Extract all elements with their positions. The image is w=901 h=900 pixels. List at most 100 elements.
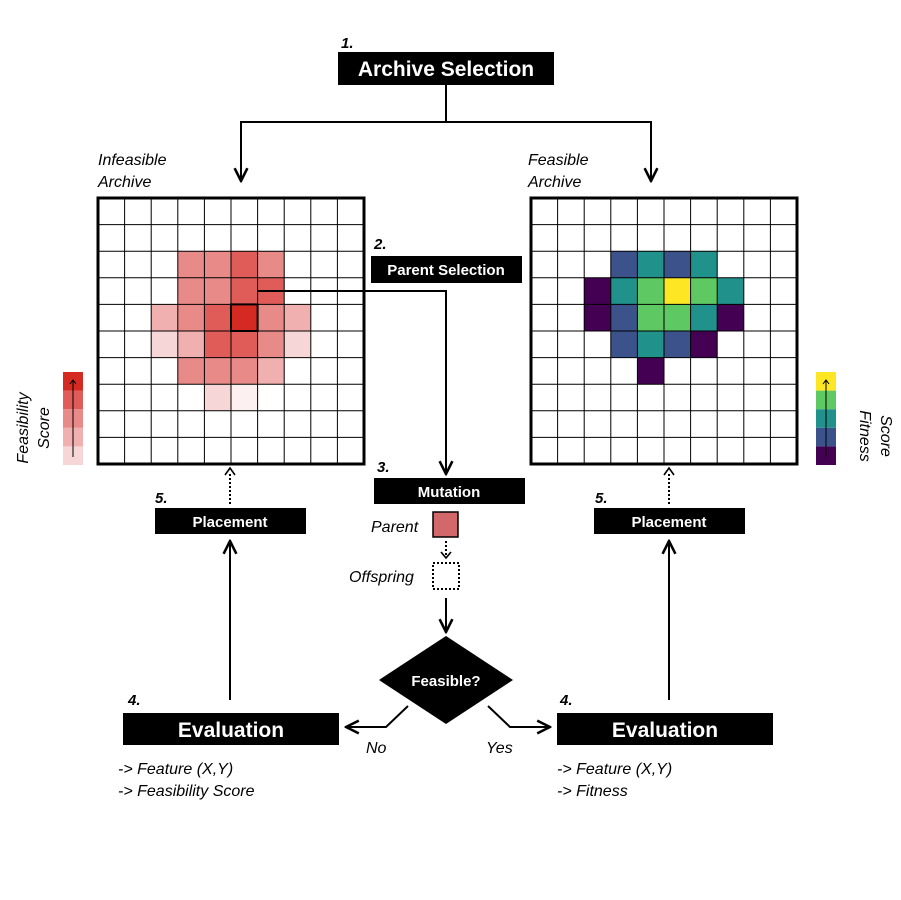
parent-selection-label: Parent Selection	[387, 262, 505, 279]
archive-selection-box: Archive Selection	[338, 52, 554, 85]
infeasible-archive-title-line1: Infeasible	[98, 152, 167, 169]
infeasible-archive-cell	[177, 277, 205, 305]
infeasible-archive-cell	[204, 357, 231, 385]
feasible-archive-cell	[637, 251, 664, 278]
step-5-right-number: 5.	[595, 490, 608, 507]
arrow-yes-branch	[487, 705, 550, 727]
feasible-archive-cell	[610, 251, 638, 278]
decision-label: Feasible?	[411, 673, 480, 690]
infeasible-archive-cell	[177, 304, 205, 331]
arrow-to-infeasible-archive	[241, 85, 447, 181]
feasible-archive-cell	[664, 251, 691, 278]
feasible-archive-cell	[584, 304, 611, 331]
placement-left-box: Placement	[155, 508, 306, 534]
feasible-archive-cell	[717, 277, 744, 305]
infeasible-archive-cell	[204, 304, 231, 331]
no-label: No	[366, 740, 387, 757]
feasible-archive-cell	[664, 304, 691, 331]
infeasible-archive-title-line2: Archive	[97, 174, 151, 191]
step-4-left-number: 4.	[127, 692, 141, 709]
feasible-archive-cell	[664, 331, 691, 358]
parent-selection-box: Parent Selection	[371, 256, 522, 283]
step-4-right-number: 4.	[559, 692, 573, 709]
infeasible-archive-cell	[231, 357, 258, 385]
dotted-arrow-placement-left-head	[224, 466, 236, 476]
evaluation-right-label: Evaluation	[612, 719, 718, 742]
feasible-archive-cell	[664, 277, 691, 305]
infeasible-archive-cell	[257, 331, 285, 358]
yes-label: Yes	[486, 740, 513, 757]
feasible-archive-title-line2: Archive	[527, 174, 581, 191]
feasibility-score-label-line2: Score	[36, 407, 53, 449]
infeasible-archive-cell	[204, 331, 231, 358]
evaluation-left-label: Evaluation	[178, 719, 284, 742]
feasible-archive-cell	[637, 357, 664, 385]
feasible-archive-grid	[529, 196, 799, 466]
step-2-number: 2.	[373, 236, 387, 253]
feasible-archive-cell	[637, 304, 664, 331]
arrow-no-branch	[346, 705, 409, 727]
feasibility-score-scale	[63, 372, 83, 465]
mutation-box: Mutation	[374, 478, 525, 504]
infeasible-archive-cell	[284, 331, 311, 358]
infeasible-archive-cell	[151, 304, 178, 331]
evaluation-right-note-1: -> Feature (X,Y)	[557, 761, 672, 778]
evaluation-right-box: Evaluation	[557, 713, 773, 745]
infeasible-archive-cell	[231, 277, 258, 305]
arrow-to-feasible-archive	[446, 121, 651, 181]
infeasible-archive-cell	[231, 251, 258, 278]
evaluation-right-note-2: -> Fitness	[557, 783, 628, 800]
infeasible-archive-cell	[204, 251, 231, 278]
feasible-archive-cell	[690, 331, 718, 358]
infeasible-archive-cell	[177, 251, 205, 278]
feasible-archive-cell	[690, 277, 718, 305]
parent-swatch	[432, 511, 459, 538]
step-3-number: 3.	[377, 459, 390, 476]
infeasible-archive-grid	[96, 196, 366, 466]
placement-left-label: Placement	[192, 514, 267, 531]
feasible-archive-cell	[610, 331, 638, 358]
dotted-arrow-placement-right-head	[663, 466, 675, 476]
feasible-archive-title-line1: Feasible	[528, 152, 589, 169]
infeasible-archive-cell	[177, 331, 205, 358]
evaluation-left-note-1: -> Feature (X,Y)	[118, 761, 233, 778]
offspring-label: Offspring	[349, 569, 414, 586]
infeasible-archive-cell	[204, 384, 231, 411]
fitness-score-label-line2: Score	[877, 415, 894, 457]
infeasible-archive-cell	[257, 357, 285, 385]
feasible-archive-cell	[610, 304, 638, 331]
feasible-decision: Feasible?	[379, 636, 513, 724]
fitness-score-label-line1: Fitness	[856, 410, 873, 462]
offspring-swatch	[432, 562, 460, 590]
evaluation-left-note-2: -> Feasibility Score	[118, 783, 255, 800]
feasible-archive-cell	[637, 331, 664, 358]
feasible-archive-cell	[610, 277, 638, 305]
feasibility-score-label-line1: Feasibility	[15, 391, 32, 463]
feasible-archive-cell	[717, 304, 744, 331]
archive-selection-label: Archive Selection	[358, 58, 534, 81]
step-1-number: 1.	[341, 35, 354, 52]
feasible-archive-cell	[584, 277, 611, 305]
arrow-parent-to-mutation	[258, 290, 446, 474]
infeasible-archive-cell	[231, 384, 258, 411]
infeasible-archive-cell	[231, 331, 258, 358]
mutation-label: Mutation	[418, 484, 480, 501]
step-5-left-number: 5.	[155, 490, 168, 507]
infeasible-archive-cell	[204, 277, 231, 305]
infeasible-archive-cell	[284, 304, 311, 331]
fitness-score-scale	[816, 372, 836, 465]
infeasible-archive-cell	[257, 251, 285, 278]
evaluation-left-box: Evaluation	[123, 713, 339, 745]
feasible-archive-cell	[690, 304, 718, 331]
placement-right-label: Placement	[631, 514, 706, 531]
feasible-archive-cell	[637, 277, 664, 305]
placement-right-box: Placement	[594, 508, 745, 534]
infeasible-archive-cell	[177, 357, 205, 385]
infeasible-archive-cell	[231, 304, 258, 331]
parent-label: Parent	[371, 519, 419, 536]
dotted-arrow-head	[440, 551, 452, 560]
infeasible-archive-cell	[257, 304, 285, 331]
selected-parent-cell	[230, 303, 259, 332]
feasible-archive-cell	[690, 251, 718, 278]
